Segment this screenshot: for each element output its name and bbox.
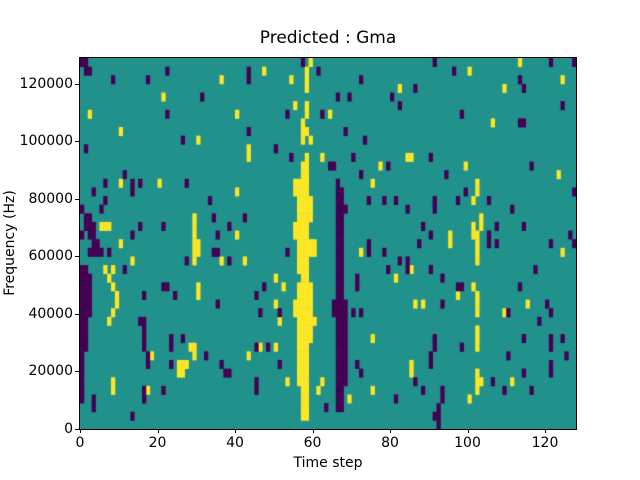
x-tick-label: 80 [381, 435, 399, 451]
y-tick-label: 60000 [28, 248, 73, 265]
y-tick-mark [75, 256, 79, 258]
x-tick-label: 120 [531, 435, 559, 451]
x-tick-mark [312, 429, 314, 433]
x-tick-label: 20 [148, 435, 167, 451]
y-tick-label: 40000 [28, 305, 73, 322]
x-tick-mark [545, 429, 546, 433]
x-tick-mark [80, 429, 81, 433]
y-tick-mark [75, 429, 79, 430]
y-tick-label: 100000 [19, 133, 73, 150]
heatmap-canvas [80, 58, 576, 429]
x-tick-mark [235, 429, 236, 433]
x-tick-label: 0 [75, 435, 85, 451]
plot-area [79, 57, 577, 430]
x-tick-label: 40 [226, 435, 244, 451]
y-tick-mark [75, 141, 79, 143]
x-tick-mark [390, 429, 391, 433]
x-tick-label: 100 [454, 435, 481, 451]
y-tick-label: 0 [64, 421, 73, 437]
x-tick-label: 60 [303, 435, 322, 451]
y-tick-label: 20000 [28, 363, 73, 380]
x-tick-mark [157, 429, 159, 433]
x-tick-mark [467, 429, 469, 433]
y-tick-mark [75, 371, 79, 373]
y-tick-mark [75, 83, 79, 85]
y-tick-mark [75, 198, 79, 200]
y-axis-label: Frequency (Hz) [2, 190, 18, 296]
y-tick-label: 80000 [28, 190, 73, 207]
y-tick-mark [75, 313, 79, 315]
chart-title: Predicted : Gma [259, 28, 397, 48]
y-tick-label: 120000 [19, 75, 73, 92]
x-axis-label: Time step [293, 455, 363, 471]
